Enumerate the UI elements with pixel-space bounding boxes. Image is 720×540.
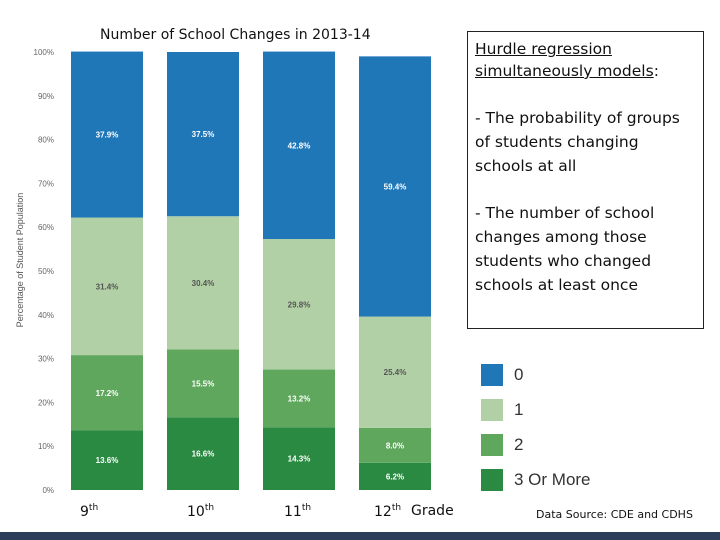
method-heading-line1: Hurdle regression [475, 40, 612, 58]
data-label: 16.6% [192, 450, 215, 459]
legend-item-0: 0 [481, 357, 591, 392]
x-category-sup: th [88, 503, 99, 513]
y-tick-label: 50% [38, 267, 54, 276]
y-tick-label: 60% [38, 223, 54, 232]
bar-segment [263, 369, 335, 428]
legend-swatch-3 [481, 468, 503, 491]
bar-segment [359, 427, 431, 463]
method-point-1: - The probability of groups of students … [475, 109, 680, 175]
data-label: 29.8% [288, 300, 311, 309]
bar-segment [71, 355, 143, 431]
bar-segment [167, 52, 239, 217]
x-category-num: 10 [187, 504, 205, 520]
y-tick-label: 30% [38, 355, 54, 364]
data-label: 13.6% [96, 456, 119, 465]
bar-segment [167, 216, 239, 350]
x-category-num: 9 [80, 504, 89, 520]
y-tick-label: 20% [38, 398, 54, 407]
y-tick-label: 70% [38, 179, 54, 188]
bar-segment [263, 51, 335, 240]
footer-bar [0, 532, 720, 540]
data-label: 37.9% [96, 131, 119, 140]
data-label: 31.4% [96, 282, 119, 291]
data-label: 37.5% [192, 130, 215, 139]
x-category-sup: th [301, 503, 312, 513]
legend-swatch-2 [481, 433, 503, 456]
y-tick-label: 100% [34, 48, 54, 57]
data-label: 59.4% [384, 182, 407, 191]
data-source-note: Data Source: CDE and CDHS [536, 508, 693, 521]
bar-segment [359, 316, 431, 428]
data-label: 17.2% [96, 389, 119, 398]
x-category-num: 12 [374, 504, 392, 520]
bar-segment [263, 239, 335, 370]
legend-label-3: 3 Or More [514, 469, 591, 489]
legend-item-2: 2 [481, 427, 591, 462]
legend-item-3: 3 Or More [481, 462, 591, 497]
x-category-sup: th [204, 503, 215, 513]
method-point-2: - The number of school changes among tho… [475, 204, 655, 294]
bar-segment [167, 417, 239, 490]
method-heading: Hurdle regression simultaneously models: [475, 38, 697, 82]
legend-swatch-0 [481, 363, 503, 386]
legend-label-0: 0 [514, 364, 524, 384]
legend-label-2: 2 [514, 434, 524, 454]
bar-segment [167, 349, 239, 418]
y-tick-label: 0% [42, 486, 54, 495]
x-category-num: 11 [284, 504, 302, 520]
data-label: 6.2% [386, 472, 404, 481]
y-tick-label: 10% [38, 442, 54, 451]
data-label: 30.4% [192, 279, 215, 288]
bar-segment [71, 51, 143, 218]
method-note-box: Hurdle regression simultaneously models:… [467, 31, 704, 329]
bar-segment [359, 56, 431, 317]
data-label: 13.2% [288, 394, 311, 403]
bar-segment [71, 430, 143, 490]
data-label: 14.3% [288, 455, 311, 464]
chart-title: Number of School Changes in 2013-14 [100, 27, 371, 43]
x-category-10th: 10th [187, 503, 214, 520]
y-tick-label: 40% [38, 311, 54, 320]
legend-item-1: 1 [481, 392, 591, 427]
y-axis-label: Percentage of Student Population [15, 192, 25, 328]
x-category-sup: th [391, 503, 402, 513]
legend: 0 1 2 3 Or More [481, 357, 591, 497]
bar-segment [263, 427, 335, 490]
legend-swatch-1 [481, 398, 503, 421]
x-category-12th: 12th [374, 503, 401, 520]
bar-segment [359, 462, 431, 490]
method-heading-line2: simultaneously models [475, 62, 654, 80]
legend-label-1: 1 [514, 399, 524, 419]
y-tick-label: 80% [38, 136, 54, 145]
x-category-9th: 9th [80, 503, 98, 520]
y-tick-label: 90% [38, 92, 54, 101]
method-heading-colon: : [653, 62, 659, 80]
x-category-11th: 11th [284, 503, 311, 520]
x-axis-grade-label: Grade [411, 503, 454, 519]
data-label: 42.8% [288, 141, 311, 150]
data-label: 25.4% [384, 368, 407, 377]
data-label: 15.5% [192, 379, 215, 388]
data-label: 8.0% [386, 441, 404, 450]
bar-segment [71, 217, 143, 356]
